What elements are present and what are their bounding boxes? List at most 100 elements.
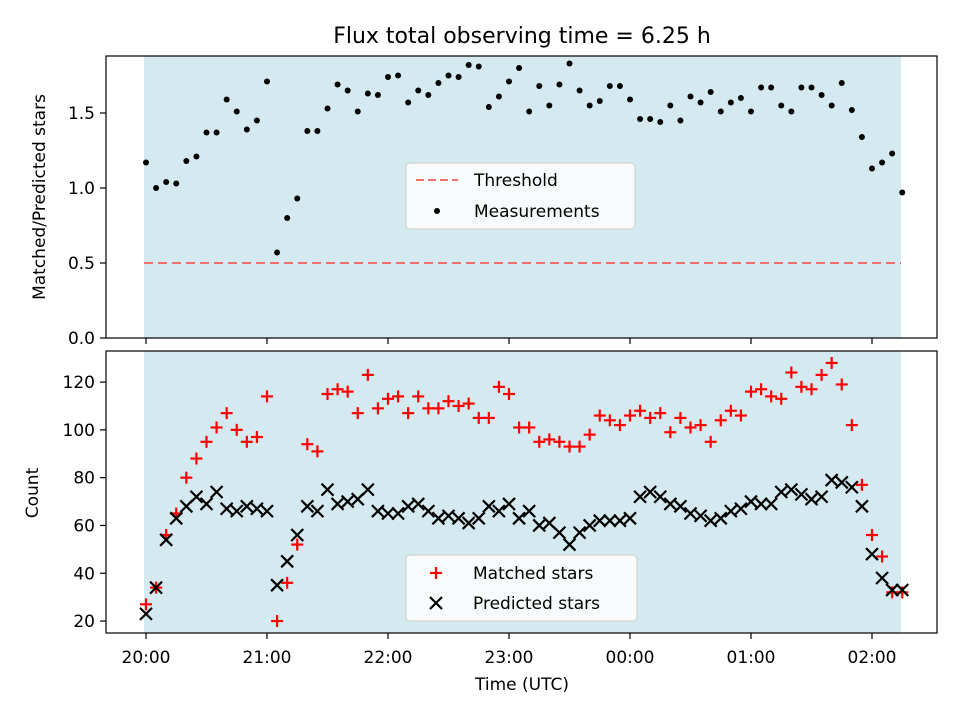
y-tick-label: 0.0 <box>68 329 95 349</box>
predicted-star-point <box>784 482 799 497</box>
bottom-panel-marks <box>139 356 910 628</box>
predicted-star-point <box>431 511 446 526</box>
measurement-point <box>536 83 543 89</box>
predicted-star-point <box>885 583 899 597</box>
measurement-point <box>899 189 906 196</box>
matched-star-point <box>583 428 596 441</box>
matched-star-point <box>805 383 818 396</box>
measurement-point <box>213 129 220 136</box>
matched-star-point <box>351 407 364 420</box>
matched-star-point <box>644 411 657 424</box>
matched-star-point <box>422 402 435 415</box>
legend-measurements-label: Measurements <box>474 202 600 222</box>
legend-box <box>405 162 636 230</box>
measurement-point <box>334 81 341 88</box>
measurement-point <box>808 84 815 91</box>
measurement-point <box>707 89 714 95</box>
matched-star-point <box>140 598 152 611</box>
matched-star-point <box>371 402 384 415</box>
matched-star-point <box>432 402 445 415</box>
predicted-star-point <box>421 504 436 518</box>
matched-star-point <box>866 529 878 542</box>
x-tick-label: 23:00 <box>485 648 534 668</box>
predicted-star-point <box>804 492 819 506</box>
predicted-star-point <box>139 607 153 621</box>
predicted-star-point <box>552 525 567 540</box>
matched-star-point <box>523 421 536 434</box>
x-tick-label: 02:00 <box>848 648 897 668</box>
matched-star-point <box>664 426 677 439</box>
predicted-star-point <box>683 506 698 521</box>
y-tick-label: 0.5 <box>68 254 95 274</box>
predicted-star-point <box>270 578 284 592</box>
measurement-point <box>677 117 684 124</box>
predicted-star-point <box>572 525 587 540</box>
predicted-star-point <box>713 511 728 526</box>
matched-star-point <box>341 385 354 398</box>
predicted-star-point <box>502 497 516 511</box>
matched-star-point <box>452 399 465 412</box>
measurement-point <box>506 78 512 85</box>
predicted-star-point <box>623 511 637 526</box>
measurement-point <box>324 105 331 112</box>
measurement-point <box>374 92 381 98</box>
predicted-star-point <box>703 513 718 528</box>
predicted-star-point <box>734 501 748 516</box>
matched-star-point <box>755 383 768 396</box>
predicted-star-point <box>461 516 476 530</box>
predicted-star-point <box>613 513 627 528</box>
measurement-point <box>798 84 805 91</box>
y-tick-label: 1.5 <box>68 104 95 124</box>
predicted-star-point <box>492 504 506 518</box>
predicted-star-point <box>855 499 869 514</box>
measurement-point <box>495 93 502 100</box>
predicted-star-point <box>330 497 345 511</box>
x-axis-label: Time (UTC) <box>474 675 569 695</box>
measurement-point <box>415 87 422 94</box>
measurement-point <box>657 119 664 125</box>
matched-star-point <box>593 409 606 422</box>
measurement-point <box>889 150 896 157</box>
predicted-star-point <box>865 547 879 561</box>
predicted-star-point <box>189 490 204 504</box>
top-panel-y-ticks: 0.0 0.5 1.0 1.5 <box>68 104 106 349</box>
measurement-point <box>475 63 482 70</box>
predicted-star-point <box>482 499 496 514</box>
legend-matched-label: Matched stars <box>473 564 593 584</box>
measurement-point <box>838 80 845 86</box>
measurement-point <box>758 84 765 91</box>
predicted-star-point <box>724 504 738 518</box>
measurement-point <box>233 108 240 115</box>
measurement-point <box>274 249 281 256</box>
matched-star-point <box>412 390 425 403</box>
predicted-star-point <box>875 571 889 585</box>
measurement-point <box>485 104 492 110</box>
measurement-point <box>193 153 200 160</box>
measurement-point <box>717 108 724 115</box>
matched-star-point <box>492 380 505 393</box>
legend-predicted-swatch <box>429 596 443 610</box>
chart-title: Flux total observing time = 6.25 h <box>333 24 711 49</box>
matched-star-point <box>613 419 626 432</box>
measurement-point <box>284 215 291 221</box>
measurement-point <box>465 62 472 68</box>
matched-star-point <box>311 445 324 458</box>
measurement-point <box>727 99 734 106</box>
predicted-star-point <box>673 499 688 514</box>
predicted-star-point <box>592 513 607 528</box>
matched-star-point <box>603 414 616 427</box>
predicted-star-point <box>381 506 395 521</box>
y-tick-label: 60 <box>73 516 95 536</box>
predicted-star-point <box>391 506 405 521</box>
matched-star-point <box>825 356 838 369</box>
top-panel-frame <box>105 55 938 339</box>
predicted-star-point <box>290 528 305 542</box>
measurement-point <box>445 72 452 79</box>
predicted-star-point <box>522 504 536 518</box>
measurement-point <box>778 102 785 109</box>
predicted-star-point <box>764 497 778 511</box>
measurement-point <box>314 128 321 134</box>
legend-measurements-swatch <box>434 208 440 214</box>
measurement-point <box>828 102 835 109</box>
predicted-star-point <box>229 504 244 518</box>
